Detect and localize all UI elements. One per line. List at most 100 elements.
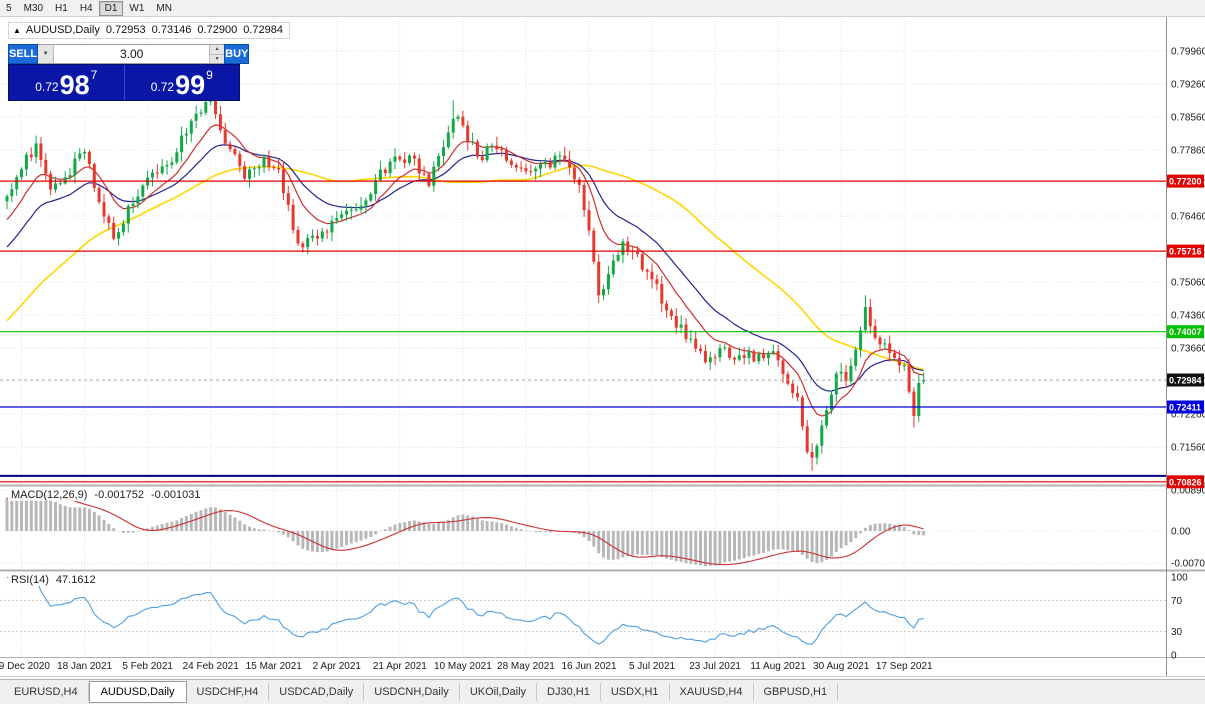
chart-tab-audusd-daily[interactable]: AUDUSD,Daily <box>88 681 187 703</box>
one-click-trading-panel: SELL ▼ ▲ ▼ BUY 0.72 98 7 0.72 99 9 <box>8 44 250 101</box>
candle-body <box>194 113 198 121</box>
candle-body <box>689 338 693 340</box>
candle-body <box>810 451 814 458</box>
timeframe-button-d1[interactable]: D1 <box>98 0 124 16</box>
candle-body <box>54 183 57 190</box>
candle-body <box>863 307 867 331</box>
candle-body <box>849 365 853 382</box>
candle-body <box>602 289 605 296</box>
timeframe-button-5[interactable]: 5 <box>0 1 18 16</box>
svg-text:24 Feb 2021: 24 Feb 2021 <box>183 661 240 672</box>
ohlc-high: 0.73146 <box>151 24 192 36</box>
candle-body <box>558 155 562 157</box>
lot-increment-icon[interactable]: ▲ <box>210 45 225 55</box>
candle-body <box>703 350 707 363</box>
svg-text:0.74007: 0.74007 <box>1169 327 1202 337</box>
chart-tab-eurusd-h4[interactable]: EURUSD,H4 <box>4 683 89 701</box>
candle-body <box>539 164 542 169</box>
timeframe-button-mn[interactable]: MN <box>150 1 178 16</box>
svg-text:0.00890: 0.00890 <box>1171 486 1205 497</box>
price-badge-0.72411 <box>1167 400 1204 414</box>
svg-text:0.72984: 0.72984 <box>1169 376 1202 386</box>
ohlc-close: 0.72984 <box>243 24 283 36</box>
candle-body <box>669 310 673 316</box>
lot-size-field[interactable]: ▼ ▲ ▼ <box>38 44 225 64</box>
svg-text:29 Dec 2020: 29 Dec 2020 <box>0 661 50 672</box>
buy-button[interactable]: BUY <box>224 44 250 64</box>
chart-tab-usdchf-h4[interactable]: USDCHF,H4 <box>187 683 270 701</box>
candle-body <box>131 203 135 206</box>
lot-size-input[interactable] <box>54 45 210 63</box>
macd-signal-value: -0.001031 <box>150 489 201 501</box>
sell-button[interactable]: SELL <box>8 44 39 64</box>
candle-body <box>912 391 916 416</box>
chart-tab-gbpusd-h1[interactable]: GBPUSD,H1 <box>754 683 839 701</box>
candle-body <box>369 194 373 201</box>
candle-body <box>563 155 567 160</box>
chart-tab-dj30-h1[interactable]: DJ30,H1 <box>537 683 601 701</box>
chart-tabs-bar: EURUSD,H4 AUDUSD,Daily USDCHF,H4 USDCAD,Dai… <box>0 679 1205 704</box>
chart-tab-ukoil-daily[interactable]: UKOil,Daily <box>460 683 538 701</box>
candle-body <box>640 254 644 270</box>
chart-tab-usdcad-daily[interactable]: USDCAD,Daily <box>269 683 365 701</box>
timeframe-button-h1[interactable]: H1 <box>49 1 74 16</box>
candle-body <box>393 156 397 162</box>
candle-body <box>626 241 630 251</box>
candle-body <box>534 168 538 172</box>
chart-title: AUDUSD,Daily <box>25 24 100 36</box>
timeframe-button-w1[interactable]: W1 <box>123 1 150 16</box>
svg-text:0.79260: 0.79260 <box>1171 79 1205 90</box>
candle-body <box>752 351 756 362</box>
candle-body <box>587 210 591 231</box>
candle-body <box>616 254 620 261</box>
lot-decrement-icon[interactable]: ▼ <box>210 54 225 63</box>
candle-body <box>209 100 213 102</box>
candle-body <box>92 164 96 188</box>
buy-price-display[interactable]: 0.72 99 9 <box>123 65 239 100</box>
lot-spinner[interactable]: ▲ ▼ <box>209 45 225 63</box>
sell-price-display[interactable]: 0.72 98 7 <box>9 65 124 100</box>
chart-tab-xauusd-h4[interactable]: XAUUSD,H4 <box>670 683 754 701</box>
candle-body <box>87 151 91 165</box>
candle-body <box>223 130 227 144</box>
candle-body <box>58 183 62 185</box>
svg-text:0.77200: 0.77200 <box>1169 177 1202 187</box>
candle-body <box>126 206 130 224</box>
svg-text:70: 70 <box>1171 596 1183 607</box>
candle-body <box>800 397 804 427</box>
candle-body <box>878 337 882 345</box>
candle-body <box>922 380 926 382</box>
chart-ohlc-header: ▲ AUDUSD,Daily 0.72953 0.73146 0.72900 0… <box>8 22 290 39</box>
candle-body <box>408 155 411 163</box>
ohlc-low: 0.72900 <box>197 24 238 36</box>
candle-body <box>718 348 722 358</box>
candle-body <box>665 303 669 311</box>
sell-price-prefix: 0.72 <box>35 80 59 94</box>
candle-body <box>446 132 450 148</box>
candle-body <box>175 152 179 163</box>
candle-body <box>10 189 14 197</box>
chart-tab-usdx-h1[interactable]: USDX,H1 <box>601 683 670 701</box>
lot-dropdown-icon[interactable]: ▼ <box>38 45 55 63</box>
candle-body <box>737 355 741 360</box>
candle-body <box>306 237 310 248</box>
candle-body <box>500 149 504 151</box>
candle-body <box>345 210 348 215</box>
candle-body <box>713 357 717 359</box>
candle-body <box>742 355 746 358</box>
candle-body <box>645 269 649 272</box>
candle-body <box>102 202 106 217</box>
candle-body <box>214 100 217 115</box>
timeframe-button-m30[interactable]: M30 <box>18 1 49 16</box>
svg-text:0.71560: 0.71560 <box>1171 443 1205 454</box>
candle-body <box>311 235 314 238</box>
candle-body <box>262 156 266 168</box>
chart-tab-usdcnh-daily[interactable]: USDCNH,Daily <box>364 683 460 701</box>
candle-body <box>170 162 174 165</box>
candle-body <box>820 425 824 446</box>
candle-body <box>636 251 639 254</box>
timeframe-button-h4[interactable]: H4 <box>74 1 99 16</box>
candle-body <box>417 158 421 174</box>
candle-body <box>189 120 193 134</box>
